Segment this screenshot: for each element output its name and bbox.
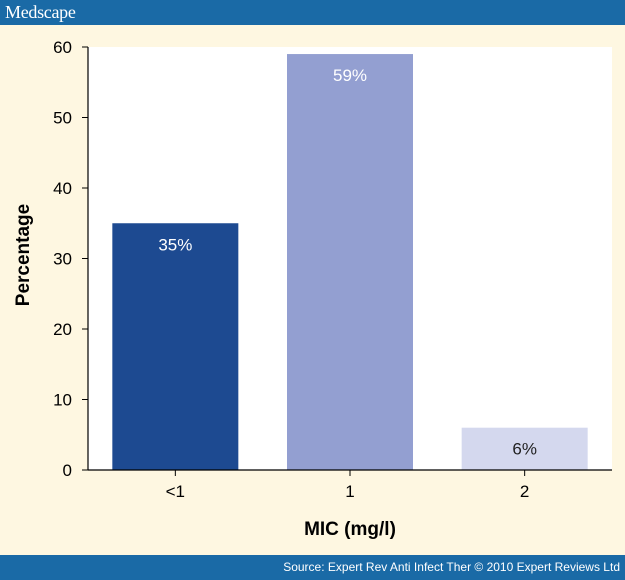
bar <box>287 54 413 471</box>
data-label: 6% <box>512 440 537 459</box>
x-tick-label: 1 <box>345 482 354 501</box>
x-tick-label: 2 <box>520 482 529 501</box>
data-label: 59% <box>333 66 367 85</box>
y-tick-label: 60 <box>53 38 72 57</box>
y-tick-label: 30 <box>53 250 72 269</box>
x-axis-title: MIC (mg/l) <box>304 519 396 540</box>
bar <box>112 223 239 470</box>
y-tick-label: 20 <box>53 320 72 339</box>
footer-bar: Source: Expert Rev Anti Infect Ther © 20… <box>0 555 625 580</box>
source-credit: Source: Expert Rev Anti Infect Ther © 20… <box>283 560 620 574</box>
x-tick-label: <1 <box>166 482 185 501</box>
bar <box>461 427 588 470</box>
y-tick-label: 50 <box>53 109 72 128</box>
y-tick-label: 10 <box>53 391 72 410</box>
header-bar: Medscape <box>0 0 625 25</box>
y-tick-label: 0 <box>63 461 72 480</box>
y-tick-label: 40 <box>53 179 72 198</box>
medscape-logo[interactable]: Medscape <box>5 2 76 22</box>
y-axis-title: Percentage <box>13 204 34 306</box>
bar-chart: 0 10 20 30 40 50 60 35% <1 59% 1 6% 2 MIC (mg/l) Perce… <box>13 38 612 540</box>
data-label: 35% <box>158 235 192 254</box>
